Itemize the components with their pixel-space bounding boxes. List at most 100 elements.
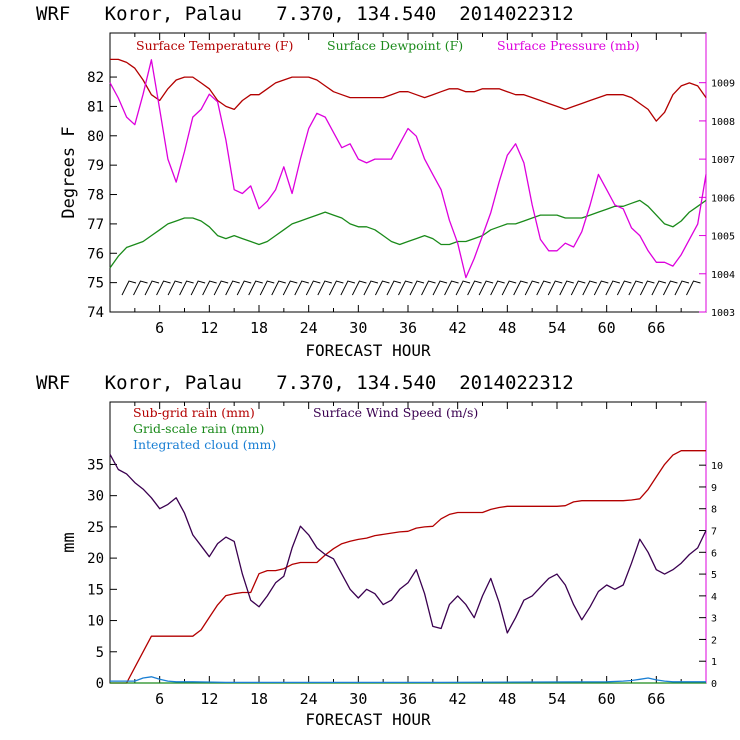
chart-title: WRF Koror, Palau 7.370, 134.540 20140223… <box>36 3 574 25</box>
legend-entry-2: Surface Dewpoint (F) <box>327 38 463 53</box>
y2-tick-label: 0 <box>711 679 717 690</box>
y-axis-label: mm <box>59 532 79 552</box>
wind-barb <box>363 280 379 296</box>
x-tick-label: 24 <box>300 690 318 708</box>
x-tick-label: 54 <box>548 690 566 708</box>
wind-barb <box>547 280 563 296</box>
wind-barb <box>559 280 574 296</box>
wind-barb <box>513 280 528 296</box>
y2-tick-label: 1006 <box>711 193 735 204</box>
wind-barb <box>432 280 448 296</box>
wind-barb <box>444 280 459 296</box>
wind-barb <box>374 280 390 296</box>
series-line-1 <box>110 58 707 122</box>
wind-barbs <box>121 280 701 296</box>
y2-tick-label: 3 <box>711 614 717 625</box>
y2-tick-label: 1005 <box>711 232 735 243</box>
wind-barb <box>190 280 206 296</box>
wind-barb <box>628 280 644 296</box>
x-axis-label: FORECAST HOUR <box>305 710 431 729</box>
legend-entry-1: Surface Temperature (F) <box>136 38 293 53</box>
legend-entry-4: Surface Wind Speed (m/s) <box>313 405 478 420</box>
wind-barb <box>179 280 194 296</box>
wind-barb <box>317 280 332 296</box>
y2-tick-label: 6 <box>711 548 717 559</box>
x-tick-label: 36 <box>399 690 417 708</box>
chart-panel-1: WRF Koror, Palau 7.370, 134.540 20140223… <box>36 3 735 360</box>
legend-entry-3: Integrated cloud (mm) <box>133 437 276 452</box>
wind-barb <box>616 280 632 296</box>
wind-barb <box>156 280 171 296</box>
y-tick-label: 25 <box>87 520 104 536</box>
wind-barb <box>421 280 436 296</box>
legend-entry-3: Surface Pressure (mb) <box>497 38 640 53</box>
x-tick-label: 42 <box>449 690 467 708</box>
x-tick-label: 60 <box>598 690 616 708</box>
y2-tick-label: 1008 <box>711 117 735 128</box>
wind-barb <box>202 280 217 296</box>
x-tick-label: 48 <box>498 690 516 708</box>
wind-barb <box>651 280 667 296</box>
series-line-2 <box>109 199 707 269</box>
chart-title: WRF Koror, Palau 7.370, 134.540 20140223… <box>36 372 574 394</box>
y2-tick-label: 8 <box>711 505 717 516</box>
wind-barb <box>582 280 597 296</box>
wind-barb <box>639 280 655 296</box>
y2-tick-label: 1007 <box>711 155 735 166</box>
series-line-4 <box>109 453 707 634</box>
x-tick-label: 66 <box>647 690 665 708</box>
y-tick-label: 74 <box>87 305 104 321</box>
y-tick-label: 5 <box>96 645 104 661</box>
wind-barb <box>305 280 321 296</box>
x-tick-label: 18 <box>250 690 268 708</box>
y2-tick-label: 1009 <box>711 79 735 90</box>
x-tick-label: 60 <box>598 319 616 337</box>
y-tick-label: 20 <box>87 551 104 567</box>
wind-barb <box>455 280 471 296</box>
x-tick-label: 54 <box>548 319 566 337</box>
wind-barb <box>398 280 413 296</box>
series-line-3 <box>109 59 707 279</box>
wind-barb <box>605 280 620 296</box>
y-tick-label: 10 <box>87 614 104 630</box>
wind-barb <box>248 280 263 296</box>
y-tick-label: 0 <box>96 676 104 692</box>
wind-barb <box>386 280 402 296</box>
wind-barb <box>328 280 344 296</box>
x-tick-label: 12 <box>200 319 218 337</box>
series-line-3 <box>110 676 706 684</box>
y-tick-label: 79 <box>87 158 104 174</box>
y-tick-label: 35 <box>87 457 104 473</box>
x-tick-label: 6 <box>155 690 164 708</box>
wind-barb <box>536 280 551 296</box>
x-tick-label: 48 <box>498 319 516 337</box>
chart-panel-2: WRF Koror, Palau 7.370, 134.540 20140223… <box>36 372 723 729</box>
y2-tick-label: 4 <box>711 592 717 603</box>
wind-barb <box>213 280 229 296</box>
wind-barb <box>674 280 690 296</box>
wind-barb <box>144 280 160 296</box>
wind-barb <box>409 280 425 296</box>
wind-barb <box>294 280 309 296</box>
y-tick-label: 80 <box>87 129 104 145</box>
x-tick-label: 12 <box>200 690 218 708</box>
y2-tick-label: 1 <box>711 657 717 668</box>
wind-barb <box>478 280 494 296</box>
y-tick-label: 75 <box>87 276 104 292</box>
x-tick-label: 6 <box>155 319 164 337</box>
y-tick-label: 77 <box>87 217 104 233</box>
wind-barb <box>133 280 148 296</box>
wind-barb <box>259 280 275 296</box>
wind-barb <box>570 280 586 296</box>
wind-barb <box>467 280 482 296</box>
x-tick-label: 30 <box>349 690 367 708</box>
wind-barb <box>340 280 356 296</box>
y-tick-label: 81 <box>87 99 104 115</box>
y-tick-label: 82 <box>87 70 104 86</box>
wind-barb <box>490 280 505 296</box>
y2-tick-label: 9 <box>711 483 717 494</box>
legend-entry-2: Grid-scale rain (mm) <box>133 421 264 436</box>
wind-barb <box>236 280 252 296</box>
